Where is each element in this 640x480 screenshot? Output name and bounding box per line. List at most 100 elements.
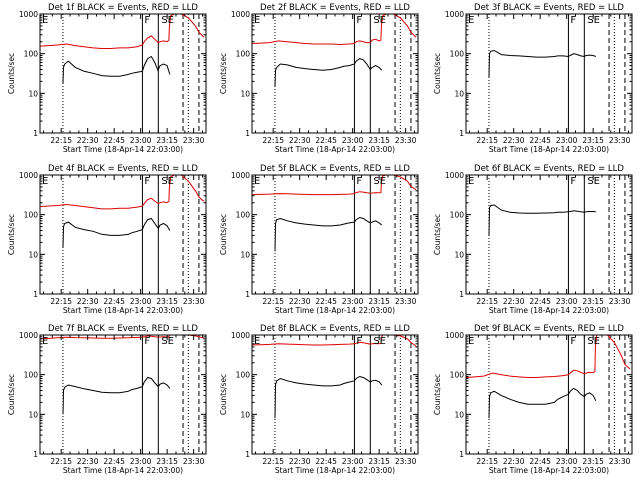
series-line-lld	[568, 369, 585, 376]
region-label-e: E	[254, 15, 260, 26]
y-tick-label: 10	[454, 89, 464, 98]
x-axis-label: Start Time (18-Apr-14 22:03:00)	[275, 466, 395, 475]
region-label-f: F	[144, 15, 150, 26]
region-label-e: E	[254, 176, 260, 187]
y-axis-label: Counts/sec	[219, 374, 228, 415]
series-line-events	[141, 376, 159, 387]
region-label-f: F	[570, 336, 576, 347]
y-tick-label: 1000	[445, 171, 464, 180]
y-tick-label: 1	[33, 129, 38, 138]
x-tick-label: 22:15	[476, 136, 498, 145]
y-tick-label: 100	[24, 211, 39, 220]
panel-title: Det 8f BLACK = Events, RED = LLD	[260, 324, 410, 334]
panel-title: Det 4f BLACK = Events, RED = LLD	[48, 164, 198, 174]
y-tick-label: 10	[454, 410, 464, 419]
plot-area	[466, 335, 631, 454]
x-tick-label: 22:45	[315, 136, 337, 145]
x-tick-label: 22:30	[503, 457, 525, 466]
x-axis-label: Start Time (18-Apr-14 22:03:00)	[489, 145, 609, 154]
series-line-events	[157, 382, 171, 389]
series-line-lld	[141, 35, 159, 46]
region-label-se: SE	[373, 336, 386, 347]
x-tick-label: 23:30	[183, 457, 205, 466]
series-line-lld	[158, 175, 205, 205]
region-label-e: E	[468, 336, 474, 347]
plot-frame	[39, 334, 207, 455]
x-axis-label: Start Time (18-Apr-14 22:03:00)	[63, 145, 183, 154]
y-tick-label: 1	[245, 450, 250, 459]
series-line-events	[353, 58, 371, 70]
series-line-events	[62, 60, 143, 84]
x-tick-label: 22:45	[103, 136, 125, 145]
plot-frame	[251, 13, 419, 134]
y-tick-label: 100	[450, 211, 465, 220]
x-tick-label: 22:15	[476, 457, 498, 466]
series-line-lld	[252, 40, 355, 46]
y-tick-label: 1000	[231, 10, 250, 19]
series-line-events	[62, 221, 143, 248]
series-line-lld	[40, 43, 143, 49]
series-line-events	[354, 375, 371, 383]
y-tick-label: 1000	[19, 10, 38, 19]
plot-area	[252, 14, 417, 133]
x-tick-label: 22:45	[529, 457, 551, 466]
x-tick-label: 22:30	[77, 136, 99, 145]
plot-frame	[39, 13, 207, 134]
plot-frame	[465, 334, 633, 455]
x-tick-label: 22:45	[103, 297, 125, 306]
y-tick-label: 10	[240, 89, 250, 98]
y-tick-label: 100	[24, 50, 39, 59]
x-tick-label: 23:15	[582, 297, 604, 306]
region-label-e: E	[42, 15, 48, 26]
region-label-f: F	[356, 336, 362, 347]
plot-frame	[251, 174, 419, 295]
x-tick-label: 22:45	[529, 297, 551, 306]
plot-area	[40, 175, 205, 294]
plot-area	[488, 14, 626, 133]
x-axis-label: Start Time (18-Apr-14 22:03:00)	[63, 306, 183, 315]
series-line-lld	[354, 341, 371, 345]
region-label-se: SE	[587, 176, 600, 187]
series-line-events	[370, 379, 383, 386]
plot-frame	[251, 334, 419, 455]
x-tick-label: 22:30	[503, 136, 525, 145]
series-line-events	[353, 216, 371, 224]
y-axis-label: Counts/sec	[7, 374, 16, 415]
series-line-events	[584, 54, 596, 57]
x-tick-label: 23:30	[609, 457, 631, 466]
series-line-events	[488, 49, 569, 78]
plot-frame	[465, 13, 633, 134]
y-tick-label: 1	[33, 290, 38, 299]
region-label-se: SE	[161, 176, 174, 187]
series-line-events	[370, 220, 383, 226]
y-tick-label: 10	[454, 250, 464, 259]
x-axis-label: Start Time (18-Apr-14 22:03:00)	[275, 306, 395, 315]
series-line-lld	[369, 14, 417, 43]
x-tick-label: 23:00	[556, 457, 578, 466]
x-tick-label: 22:30	[289, 457, 311, 466]
x-tick-label: 23:30	[183, 136, 205, 145]
plot-area	[252, 335, 417, 454]
x-tick-label: 22:45	[103, 457, 125, 466]
y-tick-label: 100	[236, 50, 251, 59]
plot-area	[40, 14, 205, 133]
x-tick-label: 22:15	[262, 297, 284, 306]
series-line-lld	[40, 203, 143, 210]
x-tick-label: 23:15	[156, 136, 178, 145]
x-axis-label: Start Time (18-Apr-14 22:03:00)	[63, 466, 183, 475]
series-line-events	[157, 222, 171, 231]
x-tick-label: 23:15	[156, 297, 178, 306]
series-line-events	[488, 204, 569, 236]
y-axis-label: Counts/sec	[219, 214, 228, 255]
x-tick-label: 23:15	[368, 457, 390, 466]
series-line-events	[274, 63, 355, 87]
region-label-se: SE	[373, 15, 386, 26]
region-label-e: E	[42, 176, 48, 187]
series-line-events	[488, 390, 569, 419]
